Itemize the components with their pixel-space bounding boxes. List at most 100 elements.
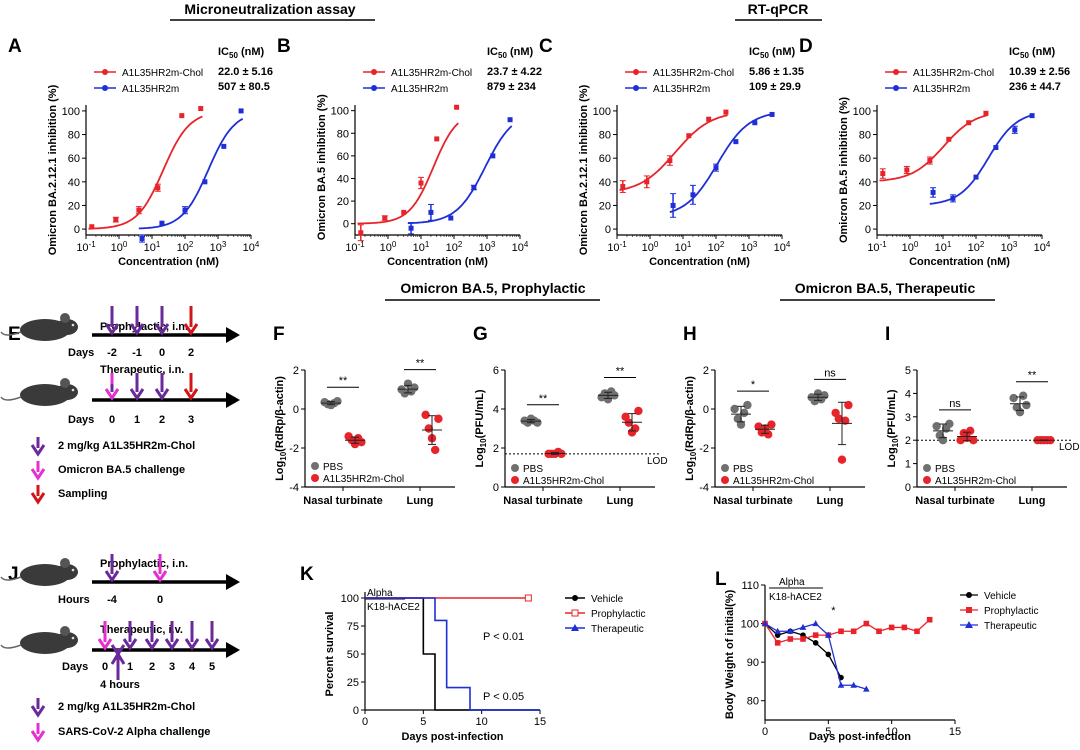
legend-marker (721, 476, 729, 484)
ic50-unit: (nM) (238, 46, 265, 58)
ic50-label: IC (749, 46, 760, 58)
y-tick-label: 0 (74, 224, 80, 236)
p-value: P < 0.05 (483, 691, 524, 703)
header-therapeutic: Omicron BA.5, Therapeutic (795, 280, 976, 296)
legend-label: A1L35HR2m (122, 84, 179, 95)
y-tick-label: 2 (905, 435, 911, 447)
legend-label: A1L35HR2m-Chol (523, 476, 604, 487)
legend-arrow-head (30, 705, 46, 718)
day-label: 0 (159, 347, 165, 359)
y-tick-label: -2 (289, 443, 299, 455)
x-tick-label: 10-1 (867, 240, 887, 254)
data-point (690, 192, 696, 198)
y-tick-label: 40 (859, 177, 871, 189)
dose-arrow-up-head (110, 651, 126, 665)
data-point (182, 207, 188, 213)
dose-arrow-head (97, 638, 113, 651)
data-point (670, 202, 676, 208)
tick-base: 10 (902, 242, 914, 254)
data-point (946, 136, 952, 142)
y-axis-label: Omicron BA.2.12.1 inhibition (%) (578, 84, 590, 255)
hour-label: -4 (107, 594, 118, 606)
timeline-title: Prophylactic, i.n. (100, 558, 188, 570)
dose-arrow-head (152, 570, 168, 583)
day-label: -1 (132, 347, 142, 359)
legend-label: PBS (935, 464, 955, 475)
tick-base: 10 (479, 242, 491, 254)
tick-exponent: 3 (491, 240, 496, 249)
x-tick-label: 100 (380, 240, 397, 254)
y-tick-label: 4 (905, 388, 911, 400)
tick-base: 10 (968, 242, 980, 254)
legend-label: A1L35HR2m-Chol (913, 68, 994, 79)
y-tick-label: 40 (599, 177, 611, 189)
legend-label: Omicron BA.5 challenge (58, 464, 185, 476)
data-point (431, 445, 440, 455)
data-point (966, 120, 972, 126)
data-point (202, 179, 208, 185)
timeline-title: Prophylactic, i.n. (100, 321, 188, 333)
y-tick-label: 110 (741, 580, 759, 592)
panel-label: G (473, 324, 488, 345)
timeline-arrowhead (226, 327, 240, 343)
tick-exponent: 4 (255, 240, 260, 249)
data-point (841, 416, 850, 425)
legend-marker (721, 464, 729, 472)
ylabel-rest: (PFU/mL) (474, 389, 486, 438)
tick-base: 10 (675, 242, 687, 254)
y-tick-label: 40 (68, 177, 80, 189)
tick-exponent: 4 (786, 240, 791, 249)
legend-label: Vehicle (984, 591, 1017, 602)
data-point (767, 420, 776, 429)
y-tick-label: 2 (493, 443, 499, 455)
ylabel-log: Log (684, 461, 696, 481)
panel-H: H -4 -2 0 2 Log10(RdRp/β-actin) Nasal turbinat… (683, 324, 865, 507)
y-tick-label: 20 (68, 200, 80, 212)
data-point (357, 437, 366, 447)
tag-model: K18-hACE2 (367, 602, 420, 613)
legend-label: Therapeutic (984, 621, 1037, 632)
day-label: 3 (188, 414, 194, 426)
tick-base: 10 (774, 242, 786, 254)
panel-label: F (273, 324, 285, 345)
days-label: Days (68, 414, 94, 426)
data-point (863, 620, 870, 627)
panel-K: K 0 25 50 75 100 0 5 10 15 Days post-infection Perc… (300, 564, 645, 743)
y-tick-label: 0 (493, 482, 499, 494)
legend-marker (965, 621, 973, 628)
mouse-icon (0, 378, 78, 406)
data-point (471, 185, 477, 191)
data-point (1012, 127, 1018, 133)
ic50-value: 507 ± 80.5 (218, 81, 270, 93)
mouse-eye (71, 323, 75, 327)
data-point (706, 116, 712, 122)
data-point (901, 624, 908, 631)
timeline-title: Therapeutic, i.v. (100, 624, 183, 636)
legend-label: A1L35HR2m-Chol (733, 476, 814, 487)
y-tick-label: 80 (747, 696, 759, 708)
day-label: 2 (159, 414, 165, 426)
dose-arrow-head (164, 638, 180, 651)
data-point (769, 111, 775, 117)
data-point (888, 624, 895, 631)
data-point (743, 400, 752, 410)
data-point (155, 185, 161, 191)
data-point (810, 397, 819, 406)
panel-label: J (8, 564, 19, 585)
data-point (914, 628, 920, 635)
data-point (421, 410, 430, 420)
panel-label: K (300, 564, 314, 585)
fit-curve (88, 115, 203, 230)
dose-arrow-head (184, 638, 200, 651)
y-tick-label: -4 (289, 482, 299, 494)
data-point (774, 627, 781, 634)
data-point (799, 623, 807, 630)
tag-strain: Alpha (779, 577, 805, 588)
y-tick-label: 25 (347, 677, 359, 689)
fit-curve (138, 118, 244, 230)
x-tick-label: 103 (741, 240, 758, 254)
fit-curve (669, 113, 774, 213)
ic50-header: IC50 (nM) (487, 46, 534, 60)
y-axis-label: Log10(RdRp/β-actin) (684, 376, 698, 481)
